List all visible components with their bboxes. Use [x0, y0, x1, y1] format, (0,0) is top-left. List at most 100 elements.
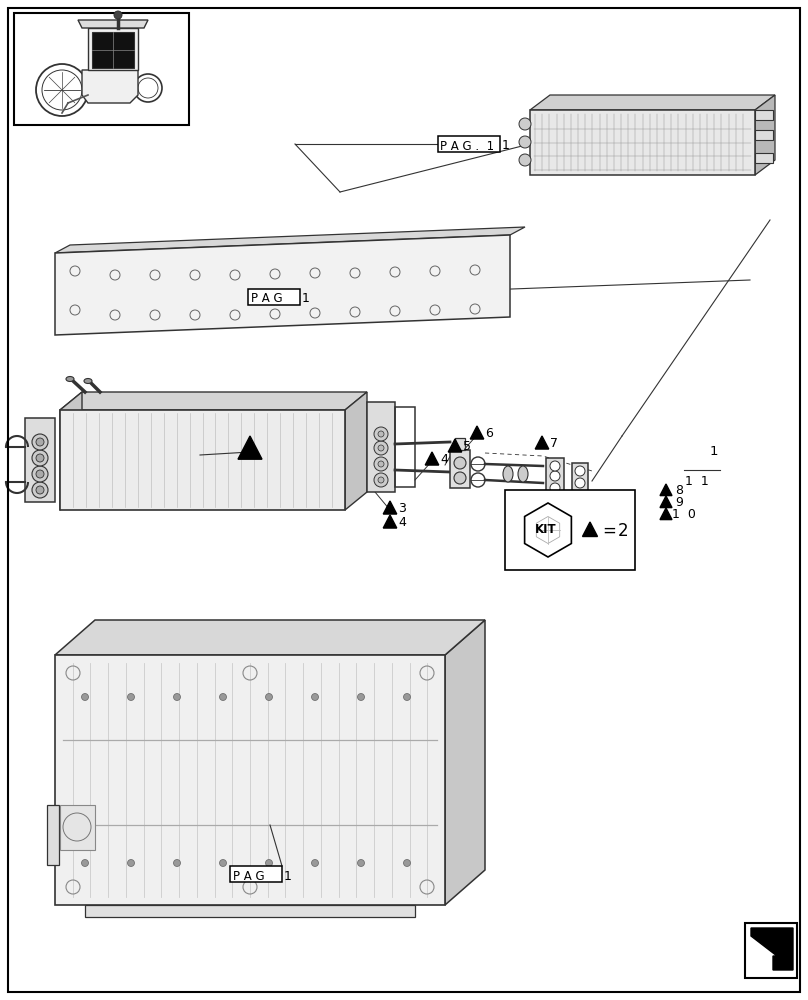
Polygon shape — [55, 227, 525, 253]
Bar — [60, 805, 95, 850]
Bar — [47, 805, 59, 865]
Circle shape — [36, 470, 44, 478]
Bar — [55, 655, 445, 905]
Circle shape — [357, 859, 364, 866]
Circle shape — [128, 694, 134, 700]
Text: 1: 1 — [302, 292, 310, 306]
Polygon shape — [383, 501, 397, 514]
Circle shape — [32, 450, 48, 466]
Bar — [395, 407, 415, 487]
Bar — [755, 130, 773, 140]
Circle shape — [82, 694, 89, 700]
Circle shape — [378, 431, 384, 437]
Polygon shape — [345, 392, 367, 510]
Polygon shape — [82, 70, 138, 103]
Ellipse shape — [518, 466, 528, 482]
Circle shape — [550, 471, 560, 481]
Circle shape — [403, 694, 410, 700]
Text: 2: 2 — [618, 522, 629, 540]
Text: P A G: P A G — [251, 292, 283, 306]
Text: 1  1: 1 1 — [685, 475, 709, 488]
Polygon shape — [238, 436, 262, 459]
Polygon shape — [660, 508, 672, 520]
Text: KIT: KIT — [535, 523, 557, 536]
Bar — [530, 110, 755, 175]
Circle shape — [519, 118, 531, 130]
Text: 5: 5 — [463, 440, 471, 453]
Text: 4: 4 — [398, 516, 406, 529]
Polygon shape — [751, 928, 793, 970]
Circle shape — [357, 694, 364, 700]
Bar — [25, 418, 55, 502]
Polygon shape — [470, 426, 484, 439]
Ellipse shape — [84, 378, 92, 383]
Circle shape — [220, 694, 226, 700]
Circle shape — [374, 427, 388, 441]
Circle shape — [519, 154, 531, 166]
Polygon shape — [78, 20, 148, 28]
Polygon shape — [583, 522, 597, 536]
Text: P A G: P A G — [233, 869, 265, 882]
Bar — [248, 289, 300, 305]
Polygon shape — [755, 95, 775, 175]
Circle shape — [312, 859, 318, 866]
Bar — [455, 438, 465, 450]
Text: 6: 6 — [485, 427, 493, 440]
Circle shape — [378, 445, 384, 451]
Bar — [755, 110, 773, 120]
Circle shape — [174, 859, 180, 866]
Circle shape — [32, 466, 48, 482]
Text: 1: 1 — [284, 869, 292, 882]
Text: =: = — [602, 522, 616, 540]
Circle shape — [454, 472, 466, 484]
Circle shape — [266, 694, 272, 700]
Bar — [367, 402, 395, 492]
Circle shape — [312, 694, 318, 700]
Bar — [572, 463, 588, 491]
Text: 1: 1 — [502, 139, 510, 152]
Circle shape — [374, 457, 388, 471]
Circle shape — [174, 694, 180, 700]
Circle shape — [454, 457, 466, 469]
Bar — [745, 923, 797, 978]
Bar — [755, 153, 773, 163]
Circle shape — [36, 486, 44, 494]
Circle shape — [550, 461, 560, 471]
Polygon shape — [660, 484, 672, 496]
Circle shape — [32, 434, 48, 450]
Bar — [546, 458, 564, 496]
Circle shape — [32, 482, 48, 498]
Polygon shape — [425, 452, 439, 465]
Bar — [14, 13, 189, 125]
Text: 1  0: 1 0 — [672, 508, 696, 521]
Circle shape — [374, 441, 388, 455]
Polygon shape — [448, 439, 461, 452]
Polygon shape — [60, 392, 82, 510]
Polygon shape — [445, 620, 485, 905]
Bar — [60, 410, 345, 510]
Polygon shape — [660, 496, 672, 508]
Polygon shape — [88, 28, 138, 70]
Text: 3: 3 — [398, 502, 406, 515]
Circle shape — [575, 466, 585, 476]
Circle shape — [378, 461, 384, 467]
Polygon shape — [60, 392, 367, 410]
Circle shape — [550, 483, 560, 493]
Circle shape — [374, 473, 388, 487]
Bar — [230, 866, 282, 882]
Text: 1: 1 — [710, 445, 718, 458]
Polygon shape — [530, 95, 775, 110]
Polygon shape — [55, 235, 510, 335]
Circle shape — [82, 859, 89, 866]
Circle shape — [36, 438, 44, 446]
Circle shape — [403, 859, 410, 866]
Text: 4: 4 — [440, 453, 448, 466]
Circle shape — [378, 477, 384, 483]
Polygon shape — [383, 515, 397, 528]
Circle shape — [128, 859, 134, 866]
Circle shape — [266, 859, 272, 866]
Ellipse shape — [503, 466, 513, 482]
Bar — [85, 905, 415, 917]
Circle shape — [220, 859, 226, 866]
Text: 9: 9 — [675, 496, 683, 509]
